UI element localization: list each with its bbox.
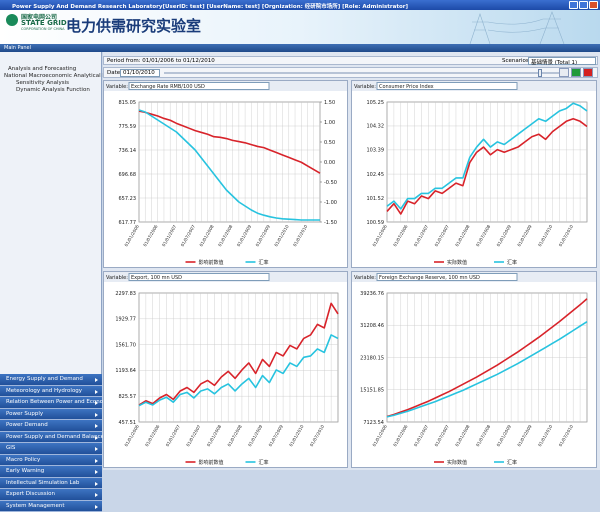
legend-label: 影响前数值	[199, 259, 224, 266]
menu-item[interactable]: Power Supply	[0, 409, 102, 421]
chart-panel: Variable:Exchange Rate RMB/100 USD 617.77…	[103, 80, 348, 268]
y2-tick-label: -1.50	[324, 220, 337, 226]
lab-title: 电力供需研究实验室	[66, 15, 201, 36]
variable-value: Consumer Price Index	[379, 84, 434, 90]
y-tick-label: 617.77	[119, 220, 137, 226]
maximize[interactable]	[579, 1, 588, 9]
y-tick-label: 1561.70	[115, 342, 136, 348]
menu-item[interactable]: Relation Between Power and Economy	[0, 397, 102, 409]
controls-row: Date 01/10/2010	[103, 67, 598, 78]
logo	[6, 14, 18, 26]
y2-tick-label: 1.00	[324, 120, 335, 126]
y-tick-label: 105.25	[367, 100, 385, 106]
scenario-select[interactable]: 基础情景 (Total 1)	[528, 57, 596, 65]
close[interactable]	[589, 1, 598, 9]
legend-label: 影响前数值	[199, 459, 224, 466]
y-tick-label: 15151.85	[360, 388, 384, 394]
date-input[interactable]: 01/10/2010	[120, 69, 160, 77]
y-tick-label: 100.59	[367, 220, 385, 226]
menu-item[interactable]: GIS	[0, 443, 102, 455]
y-tick-label: 23180.15	[360, 355, 384, 361]
period: Period from: 01/01/2006 to 01/12/2010	[107, 58, 215, 64]
chart-panel: Variable:Consumer Price Index 100.59 101.5…	[351, 80, 597, 268]
y-tick-label: 825.57	[119, 394, 137, 400]
y-tick-label: 2297.83	[115, 291, 136, 297]
legend-label: 实际数值	[447, 259, 467, 266]
minimize[interactable]	[569, 1, 578, 9]
variable-label: Variable:	[106, 84, 128, 90]
y-tick-label: 457.51	[119, 420, 137, 426]
tree-item: National Macroeconomic Analytical Model	[2, 73, 100, 80]
y-tick-label: 775.59	[119, 124, 137, 130]
y2-tick-label: -1.00	[324, 200, 337, 206]
menu-item[interactable]: Early Warning	[0, 466, 102, 478]
y-tick-label: 1929.77	[115, 317, 136, 323]
legend-label: 实际数值	[447, 459, 467, 466]
variable-value: Foreign Exchange Reserve, 100 mn USD	[379, 275, 480, 281]
y2-tick-label: 0.00	[324, 160, 335, 166]
step-button[interactable]	[559, 68, 569, 77]
menu-item[interactable]: Power Supply and Demand Balance	[0, 432, 102, 444]
y2-tick-label: 0.50	[324, 140, 335, 146]
tree-item: Dynamic Analysis Function	[2, 87, 100, 94]
controls-row: Period from: 01/01/2006 to 01/12/2010 Sc…	[103, 56, 598, 65]
menu-item[interactable]: Macro Policy	[0, 455, 102, 467]
date-label: Date	[107, 70, 120, 76]
y-tick-label: 7123.54	[363, 420, 384, 426]
chart-panel: Variable:Export, 100 mn USD 457.51 825.57 1…	[103, 271, 348, 468]
y2-tick-label: -0.50	[324, 180, 337, 186]
variable-label: Variable:	[354, 84, 376, 90]
legend-label: 汇率	[259, 459, 269, 466]
y-tick-label: 39236.76	[360, 291, 384, 297]
window-buttons	[569, 1, 598, 9]
app-window: Power Supply And Demand Research Laborat…	[0, 0, 600, 470]
org-name-en: STATE GRID	[21, 19, 67, 27]
menu-item[interactable]: Intellectual Simulation Lab	[0, 478, 102, 490]
variable-label: Variable:	[106, 275, 128, 281]
y-tick-label: 102.45	[367, 172, 385, 178]
tree-item: Analysis and Forecasting	[2, 66, 100, 73]
org-subtitle: CORPORATION OF CHINA	[21, 27, 65, 31]
y-tick-label: 1193.64	[115, 368, 136, 374]
stop-button[interactable]	[583, 68, 593, 77]
variable-value: Export, 100 mn USD	[131, 275, 182, 281]
y-tick-label: 103.39	[367, 148, 385, 154]
y-tick-label: 696.68	[119, 172, 137, 178]
y-tick-label: 31208.46	[360, 323, 384, 329]
window-title: Power Supply And Demand Research Laborat…	[0, 0, 600, 10]
plot-area	[387, 102, 587, 222]
plot-area	[139, 293, 338, 422]
y-tick-label: 815.05	[119, 100, 137, 106]
tree-item: Sensitivity Analysis	[2, 80, 100, 87]
chart-panel: Variable:Foreign Exchange Reserve, 100 m…	[351, 271, 597, 468]
y-tick-label: 657.23	[119, 196, 137, 202]
slider-track	[164, 72, 564, 74]
variable-label: Variable:	[354, 275, 376, 281]
slider-thumb[interactable]	[538, 69, 542, 77]
y2-tick-label: 1.50	[324, 100, 335, 106]
legend-label: 汇率	[507, 259, 517, 266]
menu-item[interactable]: Expert Discussion	[0, 489, 102, 501]
play-button[interactable]	[571, 68, 581, 77]
plot-area	[139, 102, 320, 222]
menu-item[interactable]: Power Demand	[0, 420, 102, 432]
legend-label: 汇率	[259, 259, 269, 266]
menu-item[interactable]: Energy Supply and Demand	[0, 374, 102, 386]
menu-item[interactable]: System Management	[0, 501, 102, 512]
panel-title: Main Panel	[0, 44, 600, 52]
y-tick-label: 104.32	[367, 124, 385, 130]
y-tick-label: 736.14	[119, 148, 137, 154]
scenarios-label: Scenarios	[502, 58, 529, 64]
y-tick-label: 101.52	[367, 196, 385, 202]
variable-value: Exchange Rate RMB/100 USD	[131, 84, 205, 90]
menu-item[interactable]: Meteorology and Hydrology	[0, 386, 102, 398]
legend-label: 汇率	[507, 459, 517, 466]
